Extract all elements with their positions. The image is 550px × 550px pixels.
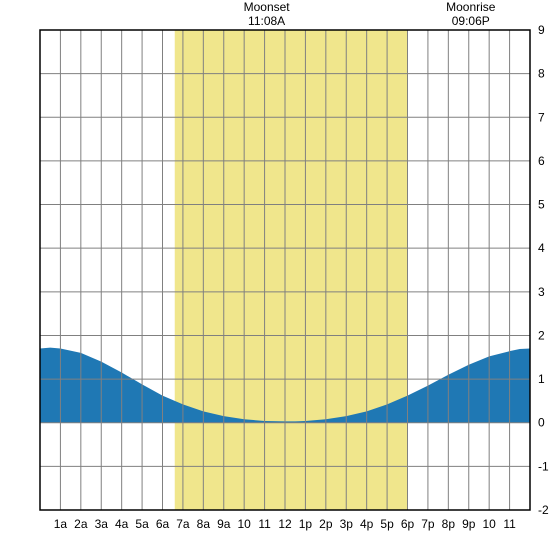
x-tick-label: 6a [156,517,170,531]
y-tick-label: 0 [538,416,545,430]
tide-chart: { "chart": { "type": "area", "width": 55… [0,0,550,550]
x-tick-label: 2a [74,517,88,531]
x-tick-label: 7p [421,517,435,531]
x-tick-label: 12 [278,517,292,531]
y-tick-label: 5 [538,198,545,212]
x-tick-label: 11 [503,517,516,531]
x-tick-label: 4p [360,517,374,531]
moonrise-time: 09:06P [431,14,511,28]
x-tick-label: 2p [319,517,333,531]
x-tick-label: 11 [258,517,271,531]
x-tick-label: 8a [197,517,211,531]
y-tick-label: 9 [538,23,545,37]
moonset-label: Moonset 11:08A [227,0,307,29]
x-tick-label: 1p [299,517,313,531]
x-tick-label: 8p [442,517,456,531]
y-tick-label: -2 [538,503,549,517]
y-tick-label: 8 [538,67,545,81]
x-tick-label: 5p [380,517,394,531]
x-tick-label: 10 [237,517,251,531]
moonrise-label: Moonrise 09:06P [431,0,511,29]
moonset-time: 11:08A [227,14,307,28]
moonrise-title: Moonrise [431,0,511,14]
x-tick-label: 10 [482,517,496,531]
x-tick-label: 4a [115,517,129,531]
y-tick-label: 7 [538,110,545,124]
x-tick-label: 9p [462,517,476,531]
chart-svg: -2-101234567891a2a3a4a5a6a7a8a9a1011121p… [0,0,550,550]
y-tick-label: -1 [538,459,549,473]
moonset-title: Moonset [227,0,307,14]
y-tick-label: 2 [538,328,545,342]
y-tick-label: 3 [538,285,545,299]
x-tick-label: 1a [54,517,68,531]
x-tick-label: 3a [95,517,109,531]
y-tick-label: 4 [538,241,545,255]
y-tick-label: 6 [538,154,545,168]
x-tick-label: 3p [340,517,354,531]
x-tick-label: 5a [135,517,149,531]
x-tick-label: 9a [217,517,231,531]
y-tick-label: 1 [538,372,545,386]
x-tick-label: 6p [401,517,415,531]
x-tick-label: 7a [176,517,190,531]
